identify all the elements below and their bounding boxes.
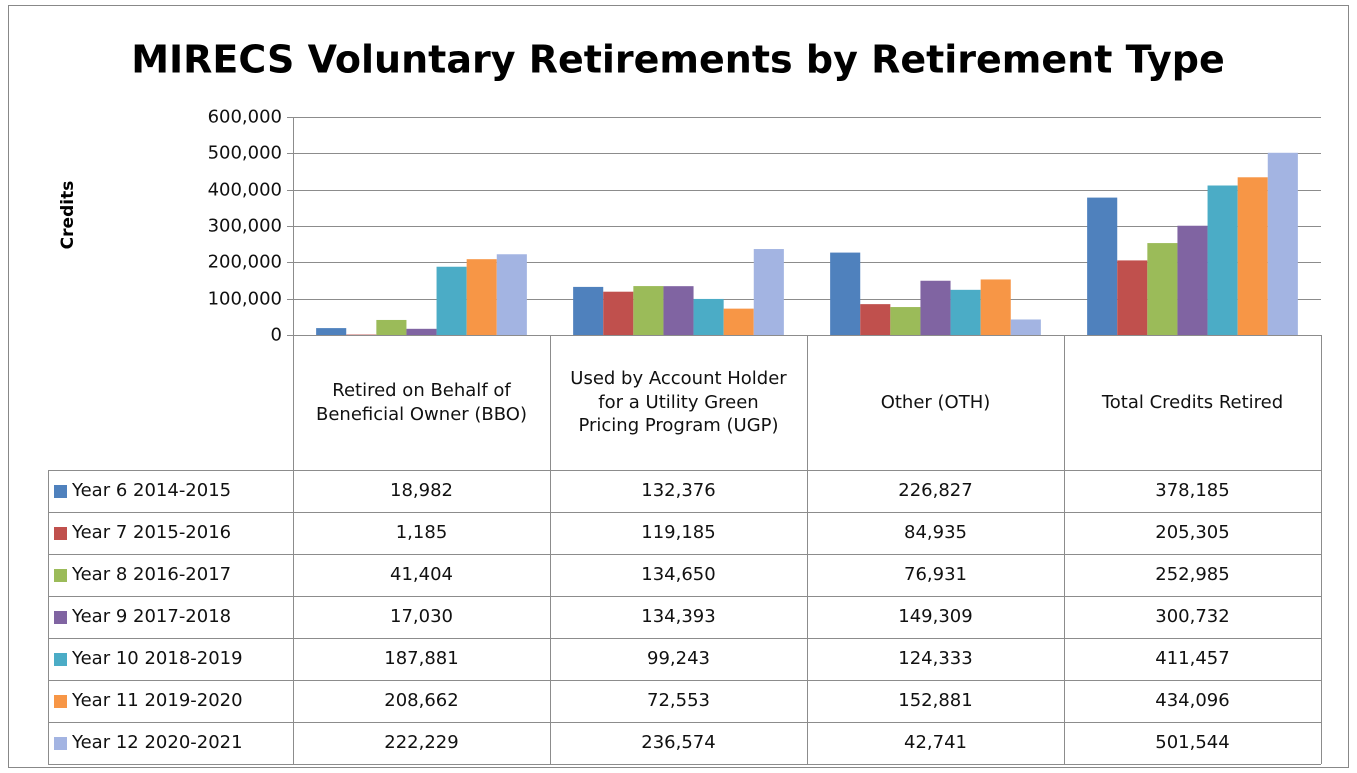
bar <box>860 304 891 335</box>
data-label: 134,650 <box>641 564 716 586</box>
bar <box>890 307 921 335</box>
data-label: 17,030 <box>390 606 453 628</box>
data-label: 149,309 <box>898 606 973 628</box>
bar <box>436 266 467 335</box>
y-tick-label: 500,000 <box>208 143 282 164</box>
data-label: 1,185 <box>395 522 448 544</box>
legend-key <box>54 694 67 708</box>
data-label: 41,404 <box>390 564 453 586</box>
x-tick-label: Used by Account Holder for a Utility Gre… <box>570 367 787 437</box>
legend-entry: Year 11 2019-2020 <box>48 680 293 722</box>
y-tick-label: 600,000 <box>208 107 282 128</box>
legend-entry: Year 10 2018-2019 <box>48 638 293 680</box>
bar <box>1010 319 1041 335</box>
data-label: 300,732 <box>1155 606 1230 628</box>
legend-key <box>54 610 67 624</box>
bar <box>633 286 664 335</box>
legend-entry: Year 12 2020-2021 <box>48 722 293 764</box>
chart-border <box>8 5 1349 768</box>
bar <box>573 286 604 335</box>
bar <box>920 280 951 335</box>
bar <box>376 319 407 335</box>
data-label: 152,881 <box>898 690 973 712</box>
bar <box>466 259 497 335</box>
bar <box>830 252 861 335</box>
data-label: 411,457 <box>1155 648 1230 670</box>
data-label: 205,305 <box>1155 522 1230 544</box>
data-label: 236,574 <box>641 732 716 754</box>
legend-entry: Year 6 2014-2015 <box>48 470 293 512</box>
bar <box>1117 260 1148 335</box>
legend-label: Year 9 2017-2018 <box>72 606 232 628</box>
y-tick-label: 300,000 <box>208 216 282 237</box>
chart-title: MIRECS Voluntary Retirements by Retireme… <box>131 38 1225 82</box>
y-tick-label: 400,000 <box>208 180 282 201</box>
bar <box>1177 225 1208 335</box>
legend-label: Year 10 2018-2019 <box>72 648 243 670</box>
data-label: 434,096 <box>1155 690 1230 712</box>
data-label: 124,333 <box>898 648 973 670</box>
legend-label: Year 12 2020-2021 <box>72 732 243 754</box>
x-tick-label: Other (OTH) <box>880 391 991 413</box>
bar <box>693 298 724 335</box>
data-label: 378,185 <box>1155 480 1230 502</box>
data-label: 208,662 <box>384 690 459 712</box>
y-tick-label: 200,000 <box>208 252 282 273</box>
y-tick-label: 100,000 <box>208 289 282 310</box>
data-label: 76,931 <box>904 564 967 586</box>
legend-key <box>54 736 67 750</box>
legend-key <box>54 526 67 540</box>
bar <box>1147 243 1178 335</box>
bar <box>603 291 634 335</box>
bar <box>950 289 981 335</box>
bar <box>1237 177 1268 335</box>
data-label: 42,741 <box>904 732 967 754</box>
legend-entry: Year 9 2017-2018 <box>48 596 293 638</box>
data-label: 132,376 <box>641 480 716 502</box>
y-tick-label: 0 <box>271 325 282 346</box>
data-label: 252,985 <box>1155 564 1230 586</box>
data-label: 99,243 <box>647 648 710 670</box>
legend-label: Year 7 2015-2016 <box>72 522 232 544</box>
bar <box>1267 152 1298 335</box>
legend-label: Year 8 2016-2017 <box>72 564 232 586</box>
bar <box>663 286 694 335</box>
data-label: 134,393 <box>641 606 716 628</box>
x-tick-label: Total Credits Retired <box>1101 391 1284 413</box>
bar <box>496 254 527 335</box>
data-label: 501,544 <box>1155 732 1230 754</box>
legend-key <box>54 484 67 498</box>
bar <box>1207 185 1238 335</box>
legend-label: Year 6 2014-2015 <box>72 480 232 502</box>
bar <box>753 249 784 335</box>
legend-key <box>54 568 67 582</box>
legend-entry: Year 8 2016-2017 <box>48 554 293 596</box>
data-label: 119,185 <box>641 522 716 544</box>
y-axis-label: Credits <box>58 181 78 250</box>
data-label: 84,935 <box>904 522 967 544</box>
legend-entry: Year 7 2015-2016 <box>48 512 293 554</box>
x-tick-label: Retired on Behalf of Beneficial Owner (B… <box>316 379 527 425</box>
bar <box>406 328 437 335</box>
data-label: 18,982 <box>390 480 453 502</box>
bar <box>316 328 347 335</box>
bar <box>980 279 1011 335</box>
bar <box>1087 197 1118 335</box>
data-label: 72,553 <box>647 690 710 712</box>
data-label: 187,881 <box>384 648 459 670</box>
bar <box>723 308 754 335</box>
data-label: 226,827 <box>898 480 973 502</box>
legend-label: Year 11 2019-2020 <box>72 690 243 712</box>
legend-key <box>54 652 67 666</box>
data-label: 222,229 <box>384 732 459 754</box>
